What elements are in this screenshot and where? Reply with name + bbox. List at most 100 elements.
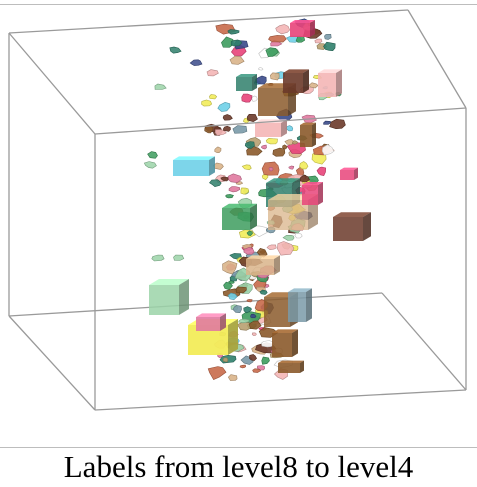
segment-blob: [179, 279, 189, 315]
segment-blob: [246, 230, 253, 237]
segment-blob: [265, 47, 279, 57]
segment-blob: [222, 208, 250, 230]
segment-blob: [314, 38, 323, 44]
segment-blob: [229, 55, 245, 65]
segment-blob: [149, 285, 179, 315]
segment-blob: [222, 114, 233, 121]
segment-blob: [292, 329, 298, 357]
segment-blob: [252, 368, 262, 373]
segment-blob: [246, 255, 280, 259]
segment-blob: [282, 235, 295, 241]
segment-blob: [268, 35, 287, 43]
segment-blob: [221, 36, 234, 48]
segment-blob: [323, 120, 332, 125]
segment-blob: [244, 141, 255, 149]
segment-blob: [201, 99, 213, 107]
caption-rule: [0, 447, 477, 448]
segment-blob: [214, 146, 222, 154]
box-edge: [8, 292, 383, 317]
segment-blob: [259, 289, 268, 295]
segment-blob: [264, 297, 290, 327]
segment-blob: [252, 74, 257, 91]
segment-blob: [318, 73, 336, 97]
segment-blob: [336, 69, 342, 97]
segment-blob: [243, 306, 252, 314]
box-edge: [381, 292, 467, 391]
segment-blob: [318, 182, 323, 205]
segment-blob: [143, 161, 157, 169]
segment-blob: [266, 244, 277, 251]
segment-blob: [299, 174, 310, 183]
segment-blob: [206, 69, 219, 77]
segment-blob: [256, 365, 266, 371]
segment-blob: [363, 212, 371, 241]
segment-blob: [241, 93, 253, 103]
segment-blob: [266, 178, 300, 183]
segment-blob: [240, 187, 250, 195]
segment-blob: [169, 46, 182, 54]
segment-blob: [329, 118, 346, 130]
segment-blob: [250, 203, 257, 230]
segment-blob: [147, 151, 158, 159]
segment-blob: [276, 241, 295, 256]
segment-blob: [255, 75, 267, 85]
segment-blob: [227, 374, 238, 381]
segment-blob: [236, 74, 257, 77]
segment-blob: [149, 279, 189, 285]
segment-blob: [243, 246, 255, 255]
segment-blob: [261, 340, 275, 348]
segment-blob: [209, 179, 222, 188]
segment-blob: [239, 364, 247, 369]
segment-blob: [316, 43, 327, 50]
segment-blob: [196, 317, 220, 331]
segment-blob: [246, 113, 258, 123]
segment-blob: [281, 119, 287, 137]
segment-blob: [340, 170, 354, 180]
segment-blob: [306, 288, 312, 322]
segment-blob: [278, 363, 300, 373]
segment-blob: [173, 156, 215, 160]
top-rule: [0, 4, 477, 5]
segment-blob: [265, 137, 278, 145]
segment-blob: [300, 125, 312, 147]
segment-blob: [294, 232, 303, 239]
figure-caption: Labels from level8 to level4: [63, 449, 414, 484]
segment-blob: [227, 29, 240, 35]
segment-blob: [300, 360, 304, 373]
segment-blob: [226, 173, 242, 184]
segment-blob: [251, 332, 257, 337]
segment-blob: [269, 72, 280, 81]
segment-blob: [207, 366, 227, 380]
segment-blob: [241, 164, 252, 171]
box-edge: [94, 389, 467, 411]
segment-blob: [173, 160, 209, 176]
segment-blob: [228, 319, 238, 355]
segment-blob: [272, 329, 298, 333]
segment-blob: [196, 313, 226, 317]
segment-blob: [246, 299, 253, 303]
segment-blob: [222, 260, 238, 275]
segment-blob: [299, 161, 309, 170]
bounding-box-front: [8, 9, 467, 411]
segment-blob: [318, 69, 342, 73]
segment-blob: [260, 144, 267, 150]
segment-blob: [290, 20, 315, 23]
3d-label-volume: [8, 9, 467, 411]
segment-blob: [236, 77, 252, 91]
segment-blob: [333, 212, 371, 217]
box-edge: [407, 9, 467, 109]
segment-blob: [310, 20, 315, 37]
segment-blob: [246, 259, 274, 275]
segment-blob: [251, 95, 258, 102]
segment-blob: [282, 144, 288, 150]
segment-blob: [223, 125, 231, 132]
segment-blob: [222, 203, 257, 208]
segment-blob: [222, 357, 229, 363]
segment-blob: [321, 144, 335, 156]
segment-blob: [235, 286, 247, 294]
segment-blob: [316, 166, 327, 177]
segment-blob: [189, 59, 203, 66]
segment-blob: [300, 122, 316, 125]
segment-blob: [151, 254, 165, 262]
segment-cluster: [143, 18, 371, 381]
